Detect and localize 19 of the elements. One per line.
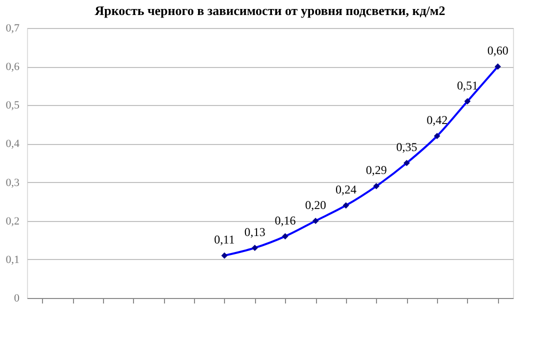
data-label: 0,24 bbox=[335, 182, 356, 196]
data-label: 0,51 bbox=[456, 78, 478, 92]
chart-title: Яркость черного в зависимости от уровня подсветки, кд/м2 bbox=[94, 3, 446, 18]
y-tick-label: 0,7 bbox=[6, 22, 20, 34]
data-label: 0,11 bbox=[214, 232, 235, 247]
y-tick-label: 0,5 bbox=[6, 100, 20, 112]
y-tick-label: 0,3 bbox=[6, 176, 20, 189]
data-label: 0,60 bbox=[487, 44, 508, 58]
data-label: 0,35 bbox=[396, 140, 418, 154]
data-label: 0,42 bbox=[426, 113, 448, 127]
data-label: 0,16 bbox=[274, 213, 296, 228]
data-label: 0,13 bbox=[244, 224, 266, 239]
y-tick-label: 0,4 bbox=[6, 138, 20, 150]
y-tick-label: 0,2 bbox=[6, 215, 20, 228]
y-tick-label: 0,6 bbox=[6, 61, 20, 74]
data-label: 0,20 bbox=[305, 198, 326, 212]
y-tick-label: 0,1 bbox=[6, 254, 20, 266]
data-label: 0,29 bbox=[366, 163, 387, 178]
y-tick-label: 0 bbox=[14, 292, 20, 304]
